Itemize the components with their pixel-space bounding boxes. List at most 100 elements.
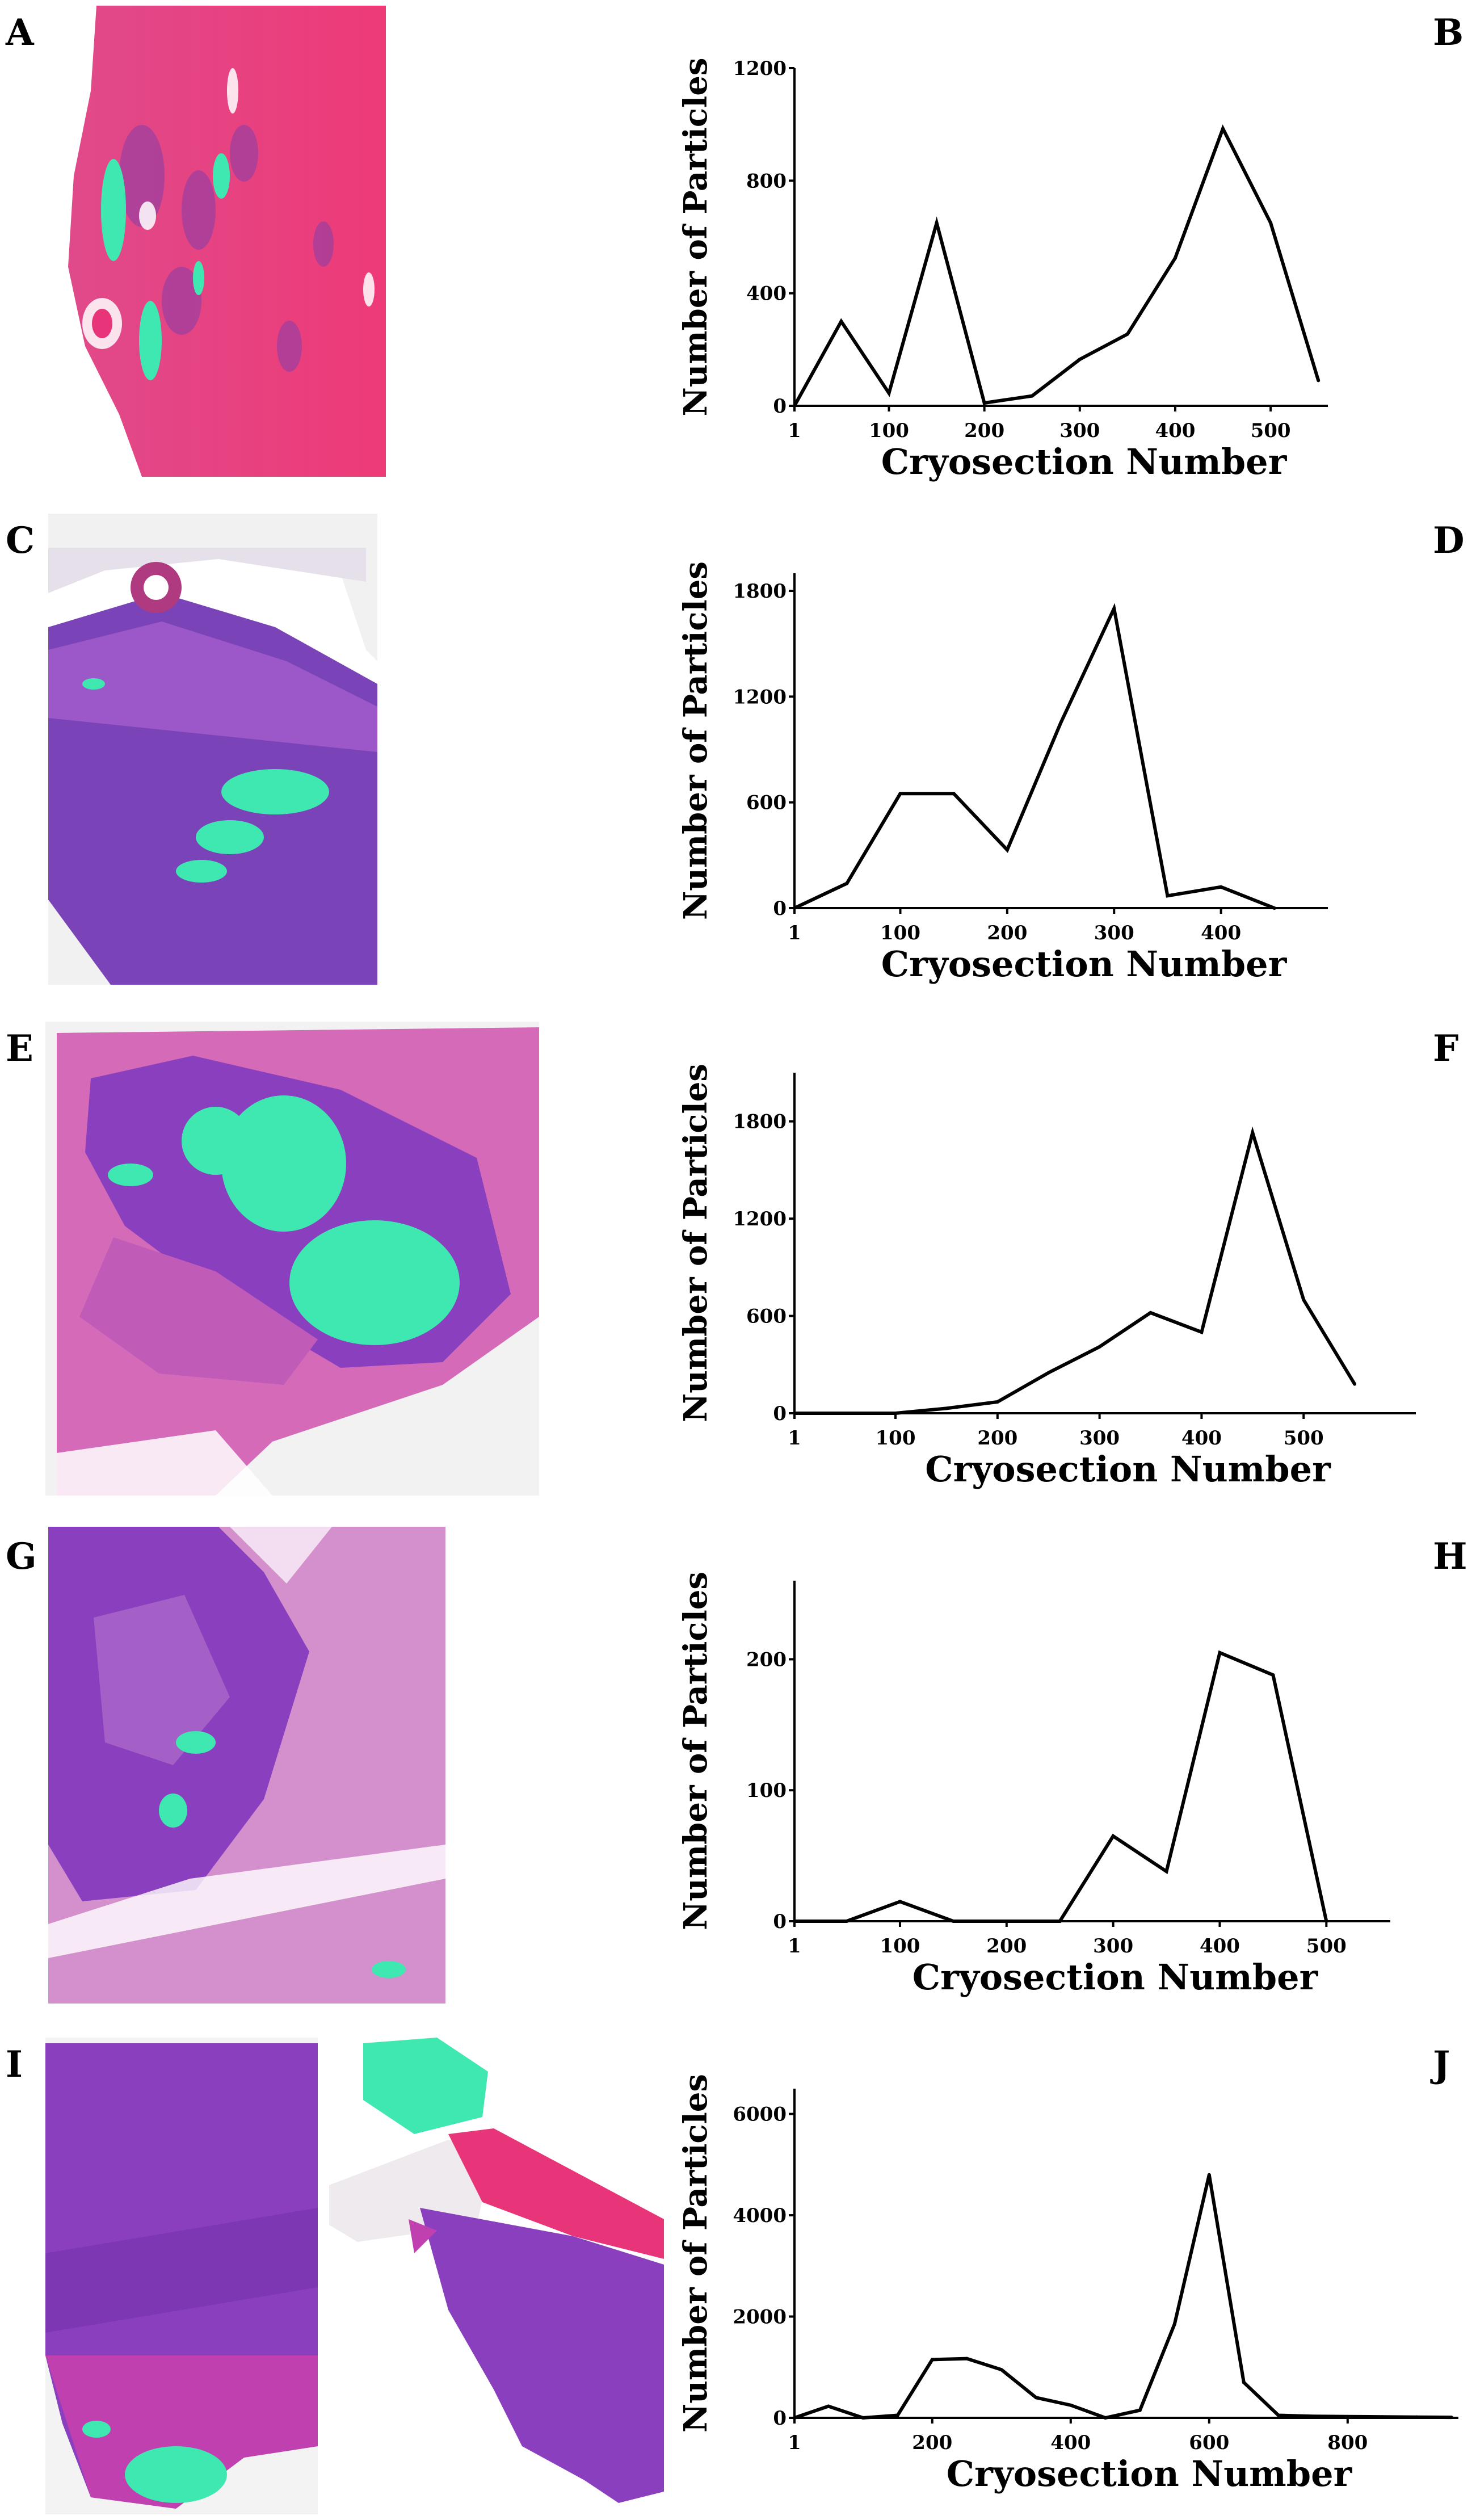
chart-j-x-label: Cryosection Number: [947, 2453, 1353, 2494]
chart-d-data-point: [793, 906, 796, 910]
chart-b-data-point: [1030, 394, 1034, 398]
panel-label-d: D: [1433, 519, 1465, 562]
chart-f-x-tick-label: 200: [977, 1427, 1017, 1450]
chart-j-y-tick-label: 4000: [733, 2204, 787, 2227]
chart-b-x-tick-label: 1: [788, 419, 801, 442]
chart-b-data-point: [887, 391, 891, 395]
chart-j-data-point: [1242, 2380, 1246, 2384]
chart-b-y-tick-label: 1200: [733, 57, 787, 80]
chart-j-y-tick-label: 2000: [733, 2306, 787, 2329]
micrograph-e: [45, 1022, 539, 1496]
chart-h-x-tick-label: 500: [1306, 1935, 1347, 1958]
micrograph-i: [45, 2038, 318, 2514]
chart-f-data-point: [944, 1406, 948, 1410]
panel-label-i: I: [6, 2043, 23, 2086]
chart-b-x-label: Cryosection Number: [881, 441, 1288, 482]
chart-j-data-point: [1207, 2173, 1211, 2177]
chart-f-data-point: [1302, 1298, 1306, 1301]
chart-j-series-line: [794, 2174, 1452, 2420]
micrograph-g: [48, 1527, 445, 2004]
chart-b-data-point: [793, 404, 796, 408]
chart-f-data-point: [1200, 1330, 1204, 1334]
chart-j-y-tick-label: 6000: [733, 2103, 787, 2126]
chart-d-data-point: [898, 792, 902, 796]
chart-b-data-point: [1173, 256, 1177, 260]
chart-h-data-point: [1324, 1920, 1328, 1923]
chart-h-data-point: [1004, 1920, 1008, 1923]
chart-f-x-label: Cryosection Number: [925, 1448, 1331, 1490]
panel-label-e: E: [6, 1027, 33, 1070]
chart-f-data-point: [894, 1412, 898, 1415]
chart-b-data-point: [839, 320, 843, 324]
micrograph-c: [48, 514, 377, 985]
chart-j-x-tick-label: 1: [788, 2431, 801, 2454]
chart-j-data-point: [1276, 2413, 1280, 2417]
chart-j-x-tick-label: 600: [1189, 2431, 1229, 2454]
chart-f-x-tick-label: 500: [1284, 1427, 1324, 1450]
chart-f-data-point: [1046, 1371, 1050, 1375]
chart-b-y-tick-label: 0: [773, 395, 787, 418]
chart-h-data-point: [1164, 1870, 1168, 1874]
chart-j-data-point: [826, 2404, 830, 2408]
chart-j-data-point: [793, 2416, 796, 2420]
particle-cluster-i: [82, 2421, 227, 2503]
chart-j-data-point: [861, 2416, 865, 2420]
chart-d-series-line: [793, 603, 1275, 910]
chart-d-data-point: [1166, 894, 1170, 898]
chart-d-data-point: [845, 881, 849, 885]
chart-b-y-label: Number of Particles: [677, 58, 714, 417]
chart-j-data-point: [1345, 2414, 1349, 2418]
chart-b-data-point: [1125, 332, 1129, 336]
chart-d-data-point: [1112, 607, 1116, 611]
chart-f-series-line: [794, 1126, 1356, 1415]
chart-d-y-label: Number of Particles: [677, 561, 714, 920]
chart-b-data-point: [1221, 127, 1225, 131]
micrograph-a: [68, 6, 386, 477]
chart-j-data-point: [1172, 2322, 1176, 2326]
chart-h-x-tick-label: 400: [1200, 1935, 1240, 1958]
chart-d-x-tick-label: 1: [788, 922, 801, 944]
chart-h-data-point: [1218, 1650, 1222, 1654]
particle-cluster-i-prime: [363, 2038, 488, 2134]
chart-h-data-point: [1058, 1920, 1062, 1923]
chart-f-y-tick-label: 1200: [733, 1208, 787, 1230]
chart-d-data-point: [1059, 721, 1063, 725]
chart-h-y-label: Number of Particles: [677, 1572, 714, 1930]
chart-d-x-tick-label: 100: [880, 922, 920, 944]
chart-h-data-point: [898, 1900, 902, 1904]
chart-b-data-point: [1317, 379, 1321, 383]
chart-d-data-point: [1272, 906, 1276, 910]
chart-d-y-tick-label: 600: [746, 792, 787, 814]
chart-d-x-label: Cryosection Number: [881, 943, 1288, 985]
chart-b-series-line: [793, 124, 1321, 407]
chart-j-data-point: [930, 2358, 934, 2362]
chart-j-data-point: [1380, 2415, 1384, 2419]
chart-b-data-point: [982, 401, 986, 405]
chart-f-x-tick-label: 400: [1181, 1427, 1222, 1450]
chart-j-data-point: [895, 2413, 899, 2417]
chart-h-y-tick-label: 200: [746, 1648, 787, 1671]
chart-f-x-tick-label: 300: [1079, 1427, 1120, 1450]
chart-h-x-tick-label: 300: [1093, 1935, 1133, 1958]
chart-j-y-label: Number of Particles: [677, 2074, 714, 2433]
chart-h-x-tick-label: 100: [880, 1935, 920, 1958]
chart-j-data-point: [1138, 2408, 1142, 2412]
panel-label-j: J: [1433, 2043, 1450, 2086]
chart-j-y-tick-label: 0: [773, 2407, 787, 2430]
chart-b-x-tick-label: 100: [869, 419, 909, 442]
chart-j-data-point: [1415, 2415, 1419, 2419]
chart-f-y-tick-label: 0: [773, 1402, 787, 1425]
chart-f-y-label: Number of Particles: [677, 1064, 714, 1422]
chart-b-data-point: [935, 221, 939, 225]
chart-b-y-tick-label: 800: [746, 170, 787, 192]
chart-f-data-point: [1149, 1311, 1153, 1314]
panel-label-g: G: [6, 1535, 37, 1578]
chart-f-data-point: [1097, 1345, 1101, 1349]
panel-label-c: C: [6, 519, 35, 562]
chart-j-data-point: [1449, 2416, 1453, 2420]
panel-label-a: A: [6, 11, 34, 54]
chart-h-y-tick-label: 0: [773, 1910, 787, 1933]
chart-f-y-tick-label: 1800: [733, 1111, 787, 1133]
chart-h-x-label: Cryosection Number: [912, 1956, 1319, 1998]
chart-d-x-tick-label: 300: [1094, 922, 1134, 944]
